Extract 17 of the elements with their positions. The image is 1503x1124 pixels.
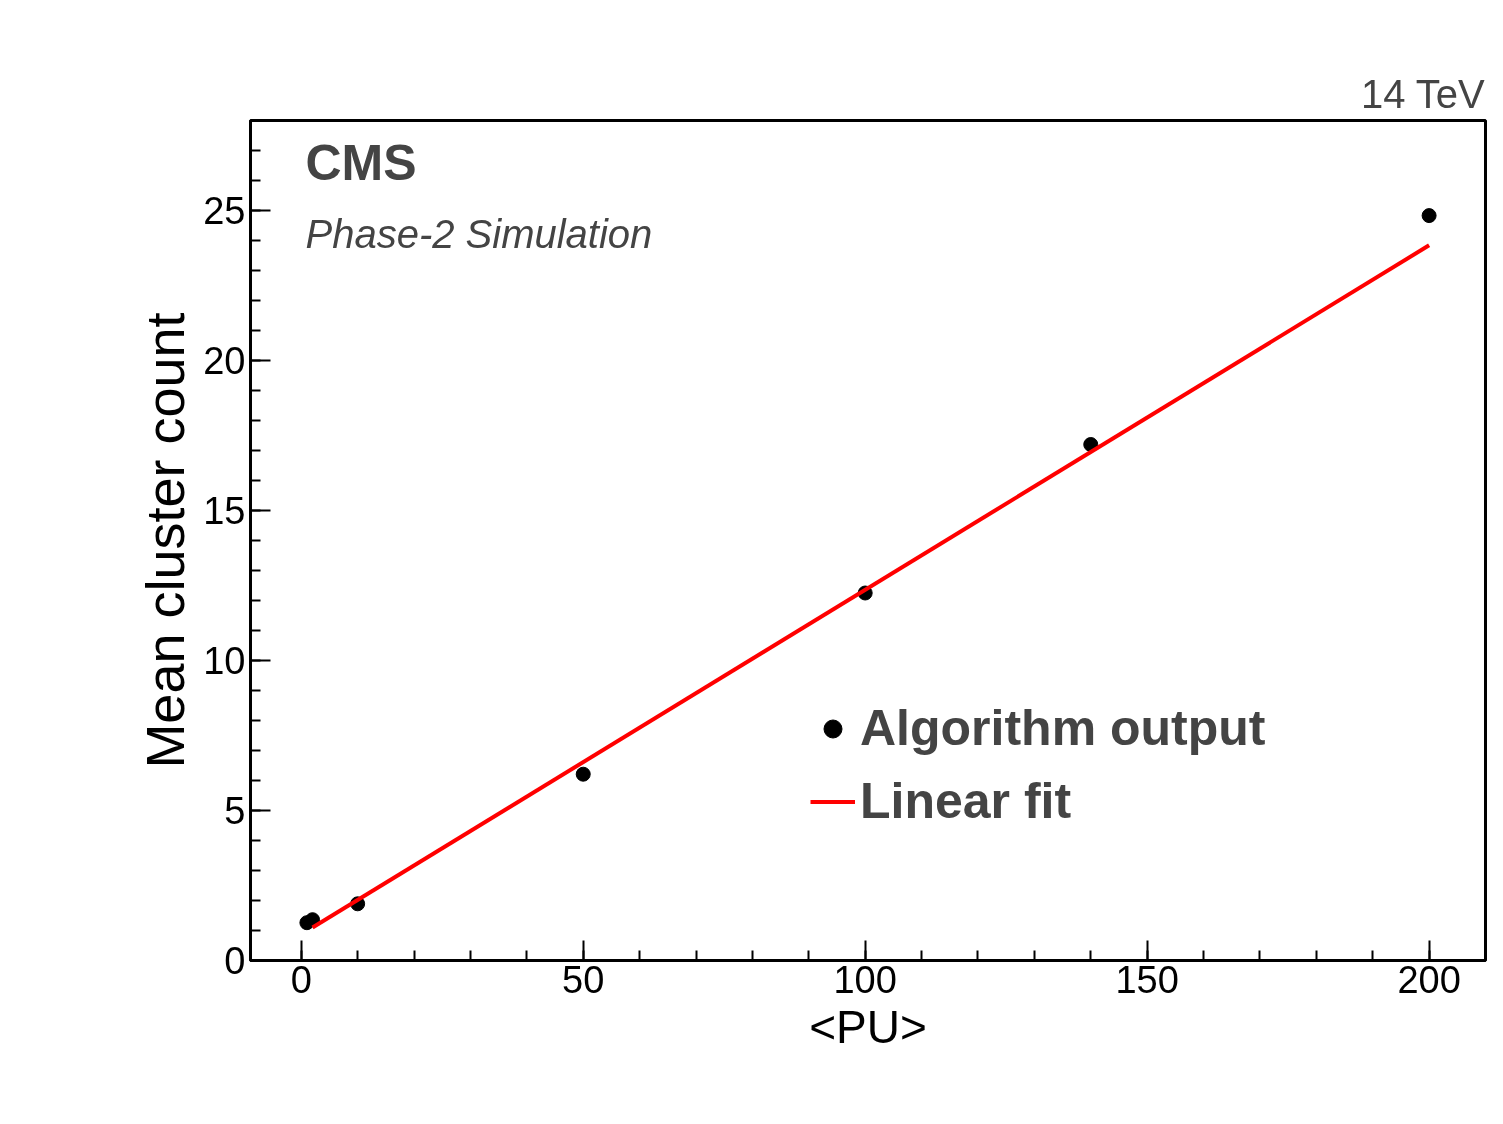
x-tick-label: 0 <box>290 958 312 1001</box>
y-tick-label: 25 <box>203 190 246 232</box>
y-tick-label: 20 <box>203 340 246 382</box>
annotation: CMS <box>305 134 417 191</box>
x-tick-label: 50 <box>562 958 605 1001</box>
x-tick-label: 200 <box>1397 958 1461 1001</box>
legend-label: Algorithm output <box>860 699 1266 757</box>
y-axis-title: Mean cluster count <box>135 312 196 769</box>
x-tick-label: 150 <box>1115 958 1179 1001</box>
annotation: Phase-2 Simulation <box>305 211 653 256</box>
x-tick-label: 100 <box>833 958 897 1001</box>
y-tick-label: 5 <box>224 790 246 832</box>
x-axis-title: <PU> <box>809 1000 927 1053</box>
legend-label: Linear fit <box>860 772 1072 830</box>
text: 14 TeV <box>1360 71 1486 116</box>
y-tick-label: 15 <box>203 490 246 532</box>
y-tick-label: 10 <box>203 640 246 682</box>
